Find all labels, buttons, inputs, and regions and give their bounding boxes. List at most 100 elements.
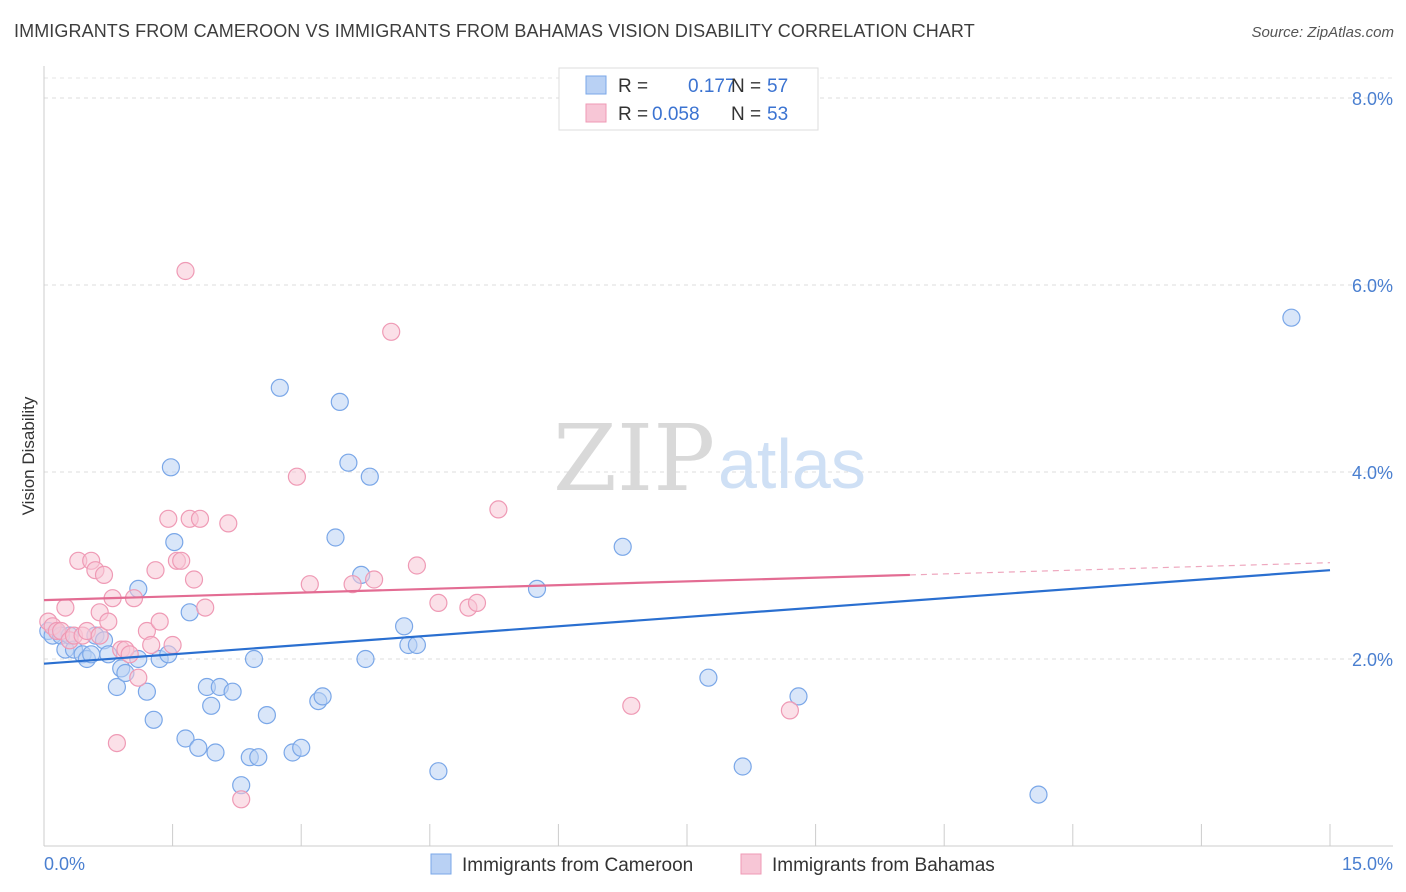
point-bahamas-4 (56, 598, 75, 617)
point-bahamas-27 (159, 509, 178, 528)
y-axis-title: Vision Disability (19, 396, 38, 515)
legend-r-label-1: R = (618, 104, 648, 125)
bottom-legend-label-bahamas: Immigrants from Bahamas (772, 855, 995, 876)
point-bahamas-41 (365, 570, 384, 589)
series-legend: Immigrants from Cameroon Immigrants from… (430, 853, 995, 876)
point-bahamas-42 (382, 322, 401, 341)
point-bahamas-17 (107, 733, 127, 753)
point-cameroon-26 (189, 738, 208, 757)
series-cameroon-points (39, 308, 1301, 804)
trend-line-bahamas-extension (909, 562, 1331, 576)
point-cameroon-22 (161, 458, 180, 477)
point-bahamas-43 (407, 556, 426, 575)
point-bahamas-15 (99, 612, 118, 631)
point-cameroon-50 (407, 635, 426, 655)
y-tick-label-3: 8.0% (1352, 89, 1393, 109)
legend-r-value-0: 0.177 (688, 76, 736, 97)
point-bahamas-39 (300, 575, 319, 594)
point-bahamas-36 (219, 514, 238, 533)
point-bahamas-37 (232, 790, 251, 809)
watermark-zip: ZIP (553, 405, 715, 512)
x-tick-label-max: 15.0% (1342, 854, 1393, 874)
point-cameroon-55 (733, 757, 752, 776)
point-bahamas-28 (163, 635, 182, 655)
legend-swatch-cameroon (585, 75, 607, 95)
point-cameroon-43 (330, 392, 349, 411)
correlation-legend: R = 0.177 N = 57 R = 0.058 N = 53 (558, 67, 819, 131)
trend-line-bahamas (43, 573, 910, 602)
y-tick-label-0: 2.0% (1352, 650, 1393, 670)
point-cameroon-52 (527, 579, 547, 599)
point-bahamas-25 (146, 561, 165, 580)
point-cameroon-47 (360, 467, 379, 486)
point-cameroon-31 (223, 682, 242, 701)
point-bahamas-26 (150, 612, 169, 631)
point-bahamas-31 (176, 261, 195, 281)
point-cameroon-51 (429, 762, 448, 781)
point-cameroon-42 (326, 528, 345, 547)
trend-line-cameroon (43, 569, 1331, 665)
point-bahamas-34 (190, 509, 210, 528)
point-bahamas-30 (172, 551, 191, 570)
legend-r-value-1: 0.058 (652, 104, 700, 125)
point-cameroon-29 (206, 743, 225, 762)
point-cameroon-41 (313, 687, 332, 706)
y-tick-label-2: 6.0% (1352, 276, 1393, 296)
point-bahamas-40 (343, 575, 362, 594)
point-bahamas-33 (184, 570, 204, 589)
point-cameroon-34 (244, 649, 264, 669)
legend-n-value-1: 53 (767, 104, 788, 125)
point-cameroon-13 (107, 677, 127, 697)
x-tick-label-min: 0.0% (44, 854, 85, 874)
point-cameroon-39 (292, 738, 311, 757)
point-cameroon-28 (202, 696, 221, 715)
point-cameroon-23 (165, 532, 184, 552)
point-cameroon-18 (137, 682, 156, 701)
point-bahamas-38 (287, 467, 306, 486)
point-cameroon-44 (339, 453, 358, 472)
point-cameroon-56 (789, 687, 808, 706)
point-bahamas-13 (90, 626, 109, 645)
point-bahamas-22 (129, 668, 148, 687)
point-cameroon-25 (180, 603, 199, 622)
point-cameroon-36 (257, 705, 276, 725)
y-tick-label-1: 4.0% (1352, 463, 1393, 483)
bottom-legend-swatch-bahamas (740, 853, 762, 875)
point-cameroon-37 (270, 378, 289, 397)
bottom-legend-label-cameroon: Immigrants from Cameroon (462, 855, 693, 876)
legend-swatch-bahamas (585, 103, 607, 123)
point-cameroon-58 (1282, 308, 1301, 327)
trend-lines (43, 562, 1331, 665)
point-bahamas-47 (489, 500, 508, 519)
point-bahamas-24 (142, 635, 161, 655)
chart-title: IMMIGRANTS FROM CAMEROON VS IMMIGRANTS F… (14, 21, 975, 41)
point-bahamas-49 (780, 701, 800, 720)
point-cameroon-46 (356, 649, 375, 669)
point-bahamas-46 (467, 593, 487, 613)
point-bahamas-48 (622, 696, 641, 715)
point-bahamas-14 (94, 565, 114, 585)
point-cameroon-57 (1029, 785, 1048, 804)
legend-n-value-0: 57 (767, 76, 788, 97)
gridlines (44, 77, 1393, 660)
point-cameroon-48 (395, 617, 414, 636)
series-bahamas-points (39, 261, 800, 809)
bottom-legend-swatch-cameroon (430, 853, 452, 875)
point-bahamas-44 (429, 593, 448, 613)
point-bahamas-35 (196, 598, 215, 617)
axes (43, 66, 1393, 847)
legend-n-label-0: N = (731, 76, 761, 97)
legend-r-label-0: R = (618, 76, 648, 97)
legend-n-label-1: N = (731, 104, 761, 125)
point-cameroon-53 (613, 537, 632, 556)
y-tick-labels: 2.0% 4.0% 6.0% 8.0% (1352, 89, 1393, 670)
chart-source: Source: ZipAtlas.com (1251, 24, 1394, 41)
watermark: ZIP atlas (553, 405, 866, 512)
point-cameroon-54 (699, 668, 718, 687)
point-cameroon-24 (176, 729, 195, 748)
point-bahamas-20 (120, 645, 139, 664)
point-cameroon-35 (249, 748, 268, 767)
point-cameroon-19 (144, 710, 163, 729)
watermark-atlas: atlas (718, 425, 866, 503)
